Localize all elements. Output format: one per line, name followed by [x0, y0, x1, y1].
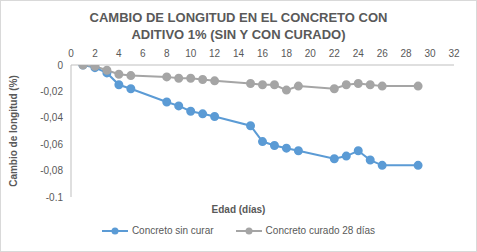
html-text:Concreto sin curar: Concreto sin curar: [131, 225, 214, 236]
svg-text:10: 10: [185, 48, 197, 59]
svg-text:28: 28: [401, 48, 413, 59]
svg-text:20: 20: [305, 48, 317, 59]
svg-text:-0,04: -0,04: [40, 112, 63, 123]
svg-text:6: 6: [140, 48, 146, 59]
svg-text:32: 32: [448, 48, 460, 59]
svg-text:-0,08: -0,08: [40, 165, 63, 176]
svg-text:Cambio de longitud (%): Cambio de longitud (%): [8, 75, 19, 187]
svg-text:14: 14: [233, 48, 245, 59]
svg-text:8: 8: [164, 48, 170, 59]
svg-text:0: 0: [57, 60, 63, 71]
svg-text:16: 16: [257, 48, 269, 59]
svg-text:24: 24: [353, 48, 365, 59]
svg-text:4: 4: [116, 48, 122, 59]
svg-text:-0,02: -0,02: [40, 86, 63, 97]
html-text:CAMBIO DE LONGITUD EN EL CONCR: CAMBIO DE LONGITUD EN EL CONCRETO CON AD…: [89, 10, 388, 42]
html-text:Concreto curado 28 días: Concreto curado 28 días: [265, 225, 376, 236]
svg-text:2: 2: [92, 48, 98, 59]
svg-text:30: 30: [425, 48, 437, 59]
svg-text:12: 12: [209, 48, 221, 59]
svg-text:-0,06: -0,06: [40, 139, 63, 150]
svg-text:18: 18: [281, 48, 293, 59]
svg-text:-0,1: -0,1: [46, 192, 64, 201]
svg-text:0: 0: [68, 48, 74, 59]
html-text:Edad (días): Edad (días): [211, 204, 266, 215]
svg-text:26: 26: [377, 48, 389, 59]
svg-text:22: 22: [329, 48, 341, 59]
